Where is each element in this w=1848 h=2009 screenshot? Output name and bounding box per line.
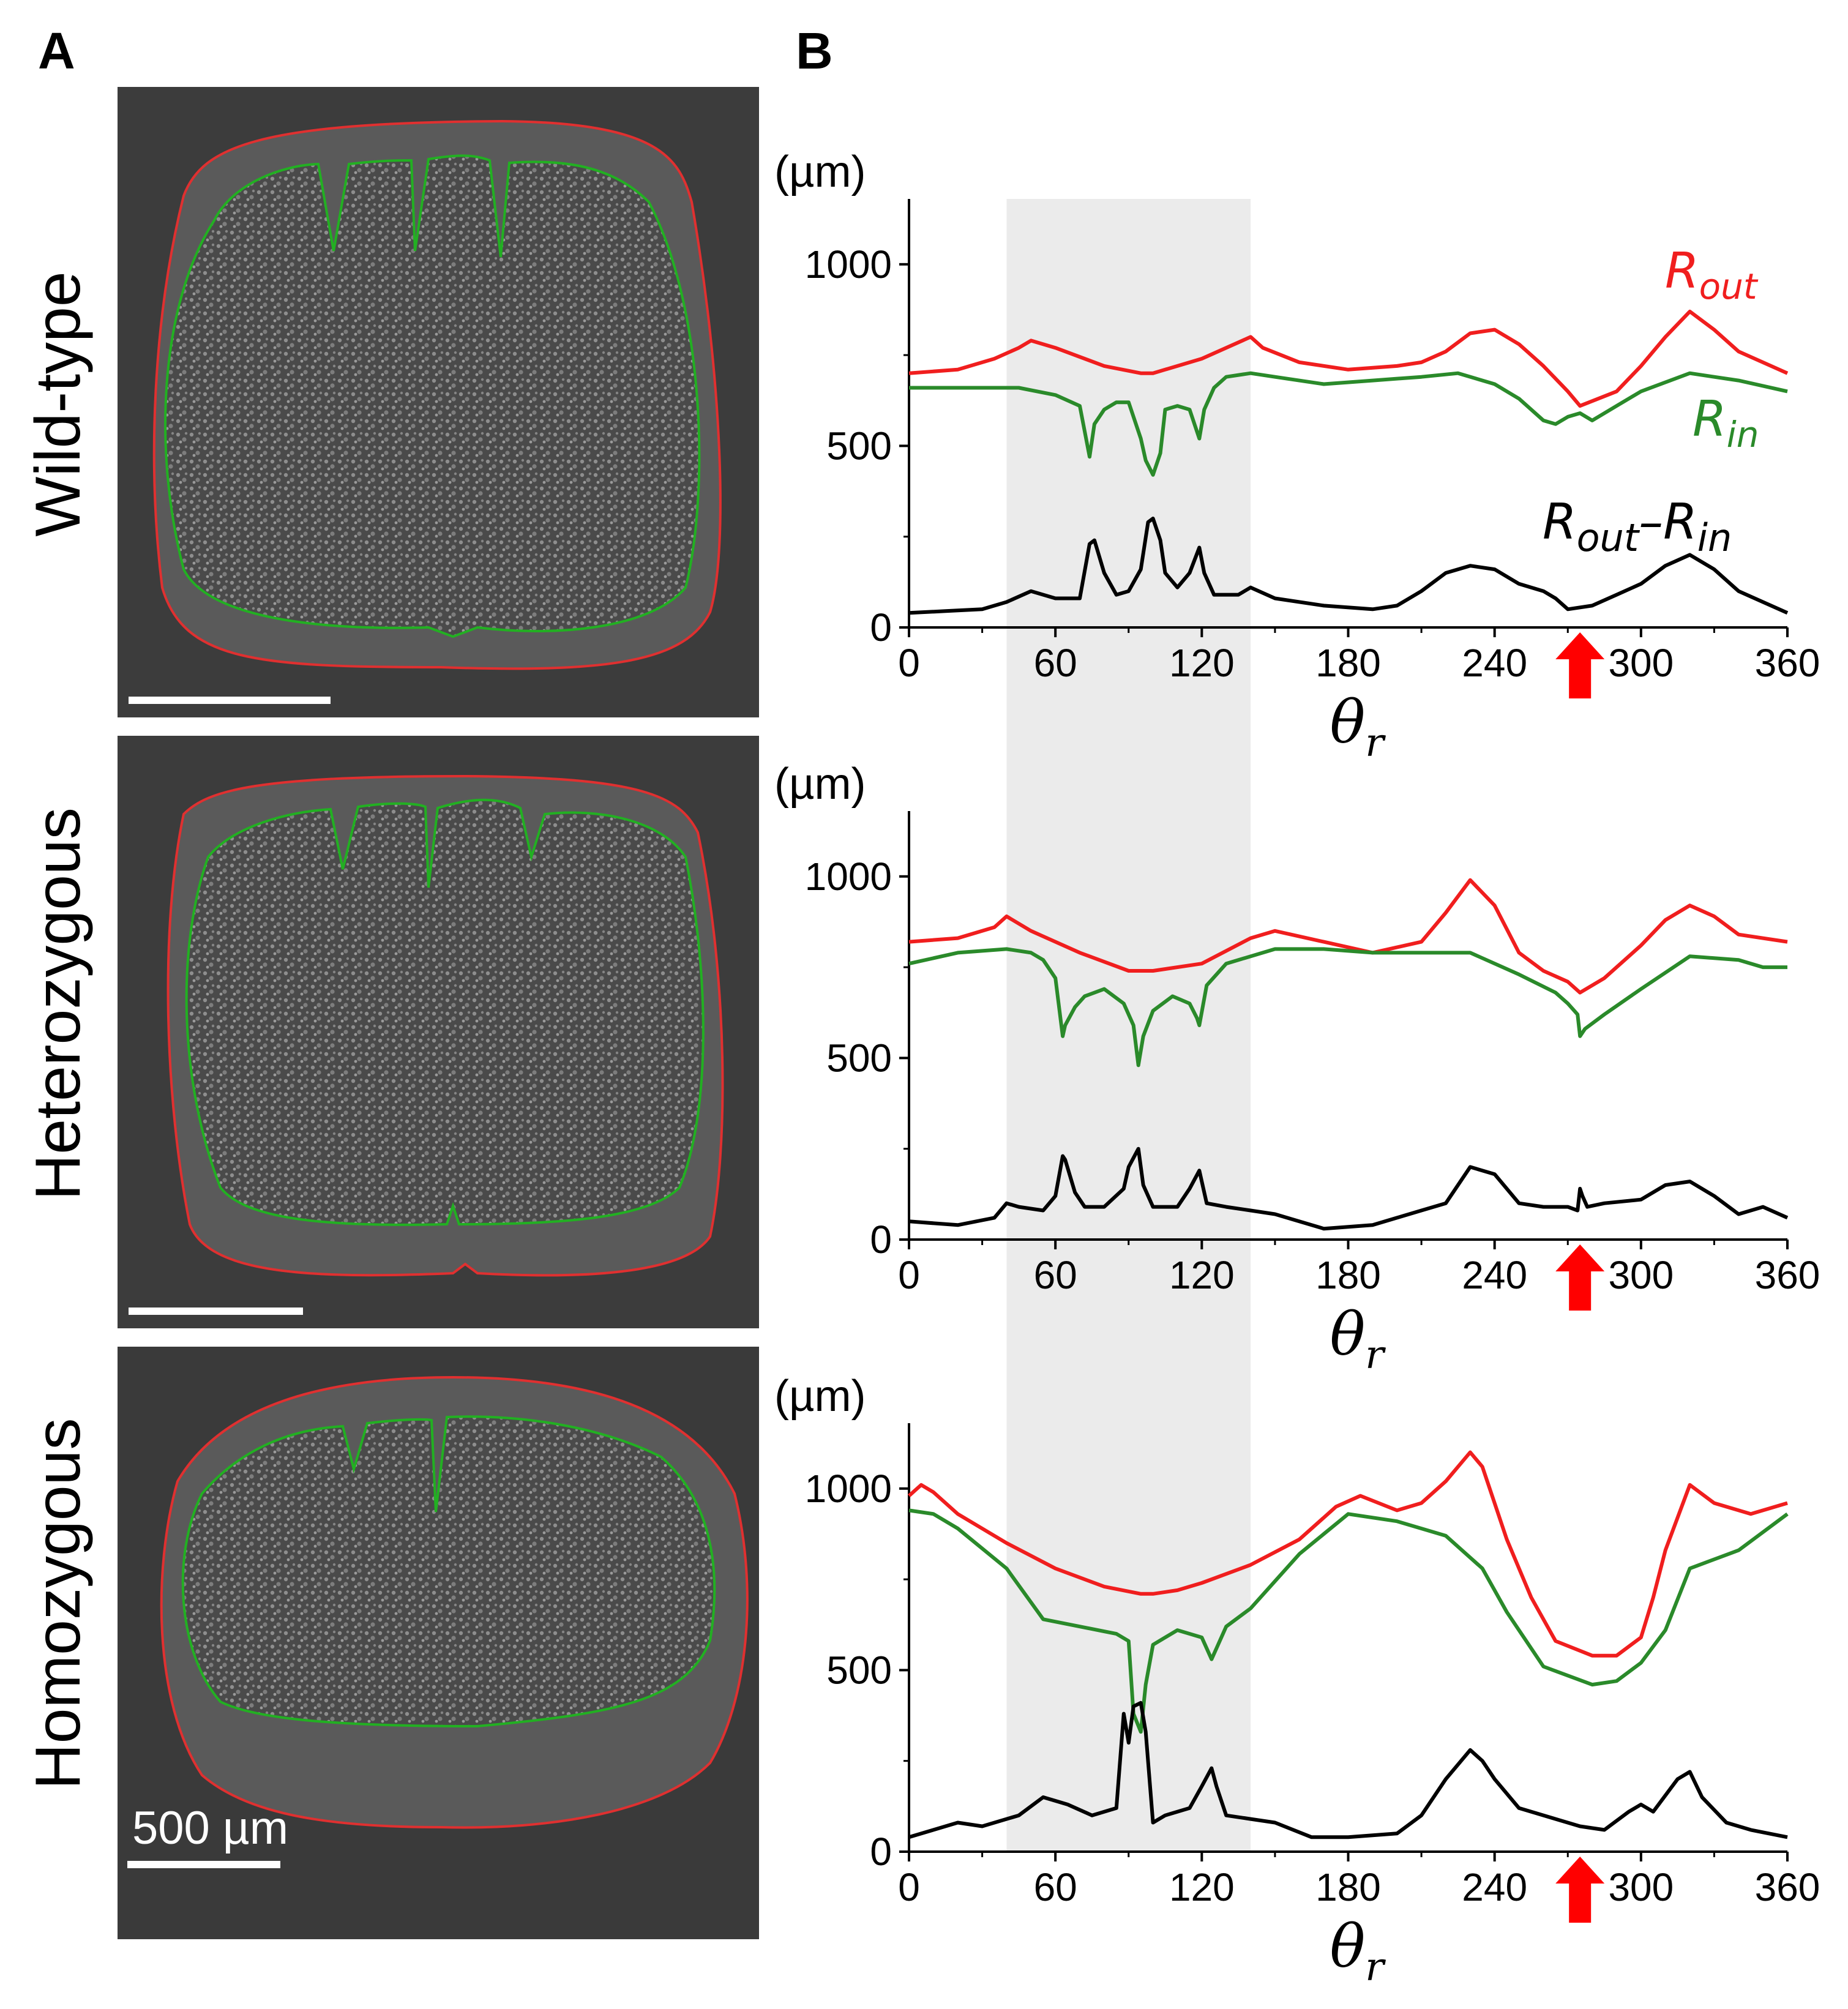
chart-homozygous: 0 500 1000 0 60 120 180 240 300 360 (µm) θr [774, 1372, 1820, 1990]
y-tick-label-1000: 1000 [805, 1467, 892, 1511]
panel-b-label: B [796, 22, 833, 80]
x-axis-label-wild-type: θr [1330, 688, 1386, 766]
legend-rin: Rin [1693, 391, 1759, 455]
scale-bar-homozygous [127, 1861, 280, 1868]
x-tick-label-180: 180 [1315, 1253, 1381, 1297]
x-tick-label-300: 300 [1608, 1865, 1674, 1909]
series-line-rout-homozygous [907, 1450, 1788, 1658]
series-line-diff-heterozygous [908, 1147, 1789, 1231]
y-axis-label-heterozygous: (µm) [774, 760, 866, 809]
panel-a-label: A [38, 22, 75, 80]
inner-boundary-wild-type [164, 154, 701, 638]
x-tick-label-300: 300 [1608, 641, 1674, 685]
micrograph-heterozygous [118, 736, 759, 1328]
series-line-rin-wild-type [909, 371, 1788, 477]
y-tick-label-1000: 1000 [805, 855, 892, 899]
y-tick-label-500: 500 [826, 424, 892, 468]
chart-wild-type: 0 500 1000 0 60 120 180 240 300 360 (µm) θr [774, 148, 1820, 766]
y-tick-label-0: 0 [870, 1830, 892, 1874]
inner-boundary-homozygous [181, 1415, 716, 1728]
x-tick-label-240: 240 [1462, 1865, 1527, 1909]
series-line-rin-homozygous [908, 1508, 1789, 1734]
inner-boundary-heterozygous [185, 798, 705, 1226]
x-tick-label-120: 120 [1169, 1865, 1235, 1909]
x-tick-label-240: 240 [1462, 1253, 1527, 1297]
x-tick-label-240: 240 [1462, 641, 1527, 685]
x-tick-label-360: 360 [1755, 1253, 1820, 1297]
arrow-marker-homozygous [1555, 1857, 1605, 1923]
series-line-rout-heterozygous [908, 878, 1788, 995]
x-tick-label-60: 60 [1034, 1865, 1077, 1909]
x-tick-label-0: 0 [898, 1253, 920, 1297]
micrograph-wild-type [118, 87, 759, 717]
y-tick-label-0: 0 [870, 1218, 892, 1262]
x-tick-label-360: 360 [1755, 641, 1820, 685]
y-axis-label-homozygous: (µm) [774, 1372, 866, 1421]
row-label-heterozygous: Heterozygous [23, 807, 94, 1200]
row-label-homozygous: Homozygous [23, 1418, 94, 1790]
y-axis-label-wild-type: (µm) [774, 148, 866, 196]
x-tick-label-180: 180 [1315, 1865, 1381, 1909]
legend: Rout Rin Rout–Rin [1543, 242, 1759, 560]
scale-bar-heterozygous [129, 1308, 303, 1315]
arrow-marker-heterozygous [1555, 1244, 1605, 1311]
series-line-rin-heterozygous [908, 947, 1787, 1068]
series-line-rout-wild-type [908, 309, 1789, 408]
x-tick-label-0: 0 [898, 641, 920, 685]
y-tick-label-1000: 1000 [805, 242, 892, 286]
x-tick-label-120: 120 [1169, 641, 1235, 685]
row-label-wild-type: Wild-type [23, 271, 94, 536]
scale-bar-label: 500 µm [132, 1802, 288, 1854]
x-tick-label-180: 180 [1315, 641, 1381, 685]
x-tick-label-300: 300 [1608, 1253, 1674, 1297]
charts-panel-b: 0 500 1000 0 60 120 180 240 300 360 (µm) θr 0 500 1000… [774, 148, 1820, 1990]
shaded-region [1006, 199, 1251, 1852]
scale-bar-wild-type [129, 697, 331, 704]
chart-heterozygous: 0 500 1000 0 60 120 180 240 300 360 (µm) θr [774, 760, 1820, 1378]
legend-rout: Rout [1665, 242, 1759, 307]
x-axis-label-heterozygous: θr [1330, 1300, 1386, 1378]
y-tick-label-0: 0 [870, 605, 892, 649]
x-tick-label-60: 60 [1034, 641, 1077, 685]
series-line-diff-wild-type [908, 517, 1789, 615]
y-tick-label-500: 500 [826, 1036, 892, 1080]
x-tick-label-0: 0 [898, 1865, 920, 1909]
x-axis-label-homozygous: θr [1330, 1912, 1386, 1990]
y-tick-label-500: 500 [826, 1648, 892, 1692]
legend-diff: Rout–Rin [1543, 493, 1732, 560]
x-tick-label-60: 60 [1034, 1253, 1077, 1297]
arrow-marker-wild-type [1555, 632, 1605, 698]
x-tick-label-120: 120 [1169, 1253, 1235, 1297]
micrograph-homozygous: 500 µm [118, 1347, 759, 1939]
series-line-diff-homozygous [908, 1700, 1788, 1839]
x-tick-label-360: 360 [1755, 1865, 1820, 1909]
